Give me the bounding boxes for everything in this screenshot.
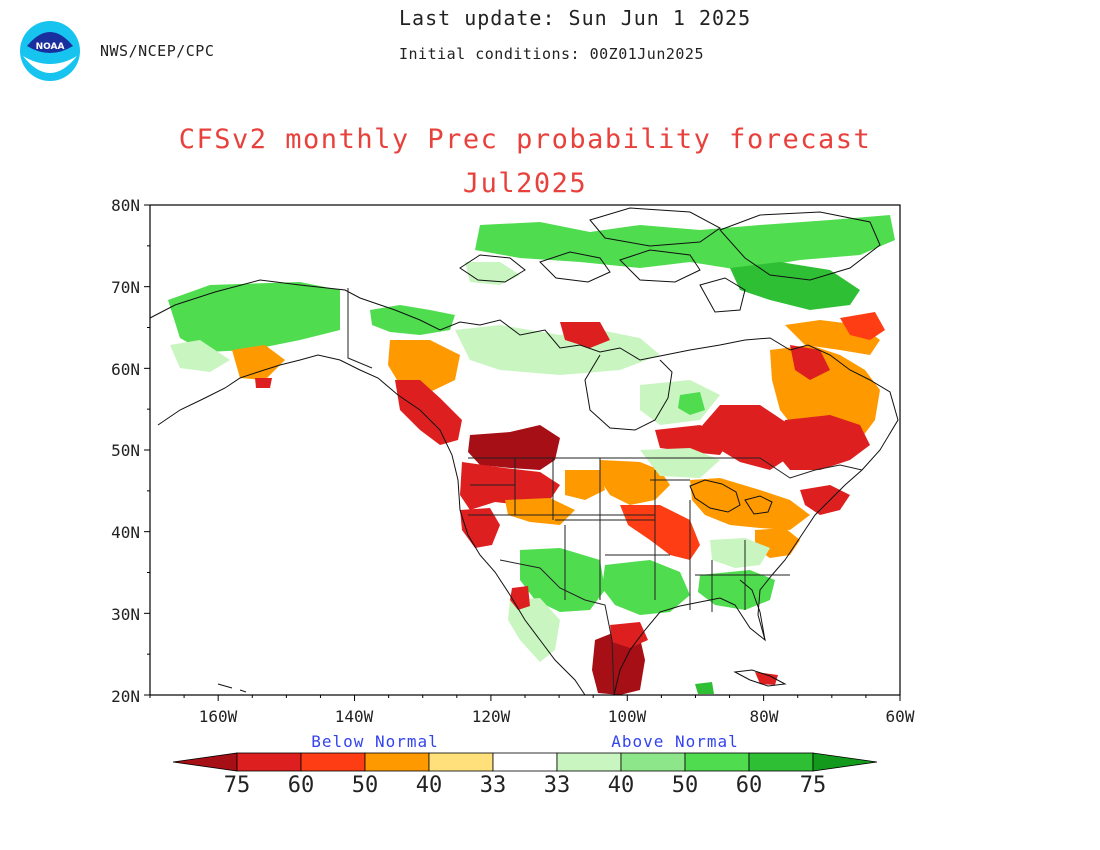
legend-value: 33 xyxy=(544,773,571,798)
legend-value: 50 xyxy=(352,773,379,798)
legend-swatch-above-40 xyxy=(620,752,686,772)
probability-region-above-60 xyxy=(730,262,860,310)
probability-region-below-50 xyxy=(840,312,885,340)
probability-region-below-40 xyxy=(565,470,605,500)
lon-tick-labels: 160W 140W 120W 100W 80W 60W xyxy=(199,707,915,726)
legend-swatch-normal xyxy=(492,752,558,772)
probability-region-above-50 xyxy=(678,392,705,415)
probability-region-above-50 xyxy=(602,560,690,615)
coastlines xyxy=(149,207,899,696)
probability-region-above-33 xyxy=(710,538,770,568)
lon-tick-label: 140W xyxy=(335,707,374,726)
probability-region-above-50 xyxy=(370,305,455,335)
legend-swatch-below-60 xyxy=(236,752,302,772)
chart-title: CFSv2 monthly Prec probability forecast xyxy=(178,124,872,155)
legend-swatch-below-50 xyxy=(300,752,366,772)
lat-tick-labels: 80N 70N 60N 50N 40N 30N 20N xyxy=(111,196,140,706)
probability-region-below-50 xyxy=(620,505,700,560)
lat-tick-label: 20N xyxy=(111,687,140,706)
probability-region-below-40 xyxy=(505,498,575,525)
chart-subtitle: Jul2025 xyxy=(462,168,588,199)
lon-tick-label: 60W xyxy=(886,707,915,726)
probability-region-below-60 xyxy=(655,425,730,455)
probability-region-below-60 xyxy=(775,415,870,470)
axis-ticks xyxy=(144,204,901,701)
legend-value: 33 xyxy=(480,773,507,798)
probability-region-below-40 xyxy=(232,345,285,380)
probability-region-below-60 xyxy=(560,322,610,348)
probability-region-below-40 xyxy=(690,478,810,530)
legend-value: 60 xyxy=(288,773,315,798)
probability-region-below-60 xyxy=(610,622,648,648)
lat-tick-label: 30N xyxy=(111,605,140,624)
below-normal-label: Below Normal xyxy=(311,732,439,751)
legend-value: 75 xyxy=(224,773,251,798)
probability-region-above-50 xyxy=(698,570,775,610)
legend-swatch-above-33 xyxy=(556,752,622,772)
lon-tick-label: 100W xyxy=(608,707,647,726)
probability-region-below-60 xyxy=(800,485,850,515)
above-normal-label: Above Normal xyxy=(611,732,739,751)
lon-tick-label: 80W xyxy=(750,707,779,726)
probability-region-below-75 xyxy=(468,425,560,470)
probability-region-below-60 xyxy=(700,405,800,470)
probability-region-above-50 xyxy=(475,215,895,270)
political-borders xyxy=(347,288,863,696)
legend-value: 50 xyxy=(672,773,699,798)
initial-conditions-text: Initial conditions: 00Z01Jun2025 xyxy=(399,45,704,63)
probability-region-below-40 xyxy=(388,340,460,392)
noaa-logo-icon: NOAA xyxy=(20,21,80,81)
legend-swatch-above-50 xyxy=(684,752,750,772)
legend-swatch-above-75 xyxy=(812,752,878,772)
lat-tick-label: 50N xyxy=(111,441,140,460)
probability-region-above-33 xyxy=(640,448,720,478)
lat-tick-label: 60N xyxy=(111,360,140,379)
lon-tick-label: 160W xyxy=(199,707,238,726)
probability-region-above-33 xyxy=(465,262,520,285)
probability-region-below-60 xyxy=(255,378,272,388)
legend-swatch-below-40 xyxy=(364,752,430,772)
probability-region-below-60 xyxy=(395,380,462,445)
probability-region-below-60 xyxy=(460,462,560,510)
probability-region-above-60 xyxy=(695,682,714,694)
legend-value: 60 xyxy=(736,773,763,798)
legend-swatch-below-33 xyxy=(428,752,494,772)
lat-tick-label: 80N xyxy=(111,196,140,215)
lat-tick-label: 40N xyxy=(111,523,140,542)
probability-region-below-60 xyxy=(790,345,830,380)
legend-value: 40 xyxy=(416,773,443,798)
probability-region-above-33 xyxy=(455,325,660,375)
probability-region-above-50 xyxy=(168,282,340,352)
agency-label: NWS/NCEP/CPC xyxy=(100,42,215,60)
probability-region-above-33 xyxy=(170,340,230,372)
lat-tick-label: 70N xyxy=(111,278,140,297)
legend-value: 40 xyxy=(608,773,635,798)
probability-region-below-40 xyxy=(600,460,670,505)
lon-tick-label: 120W xyxy=(472,707,511,726)
legend-bar xyxy=(172,752,878,772)
legend-value: 75 xyxy=(800,773,827,798)
legend-swatch-above-60 xyxy=(748,752,814,772)
probability-region-below-60 xyxy=(755,672,778,685)
color-legend: Below Normal Above Normal 75 60 50 40 33… xyxy=(172,732,878,798)
legend-swatch-below-75 xyxy=(172,752,238,772)
probability-cells xyxy=(168,215,895,695)
svg-text:NOAA: NOAA xyxy=(36,42,65,52)
probability-region-above-50 xyxy=(520,548,605,612)
last-update-text: Last update: Sun Jun 1 2025 xyxy=(399,6,752,30)
